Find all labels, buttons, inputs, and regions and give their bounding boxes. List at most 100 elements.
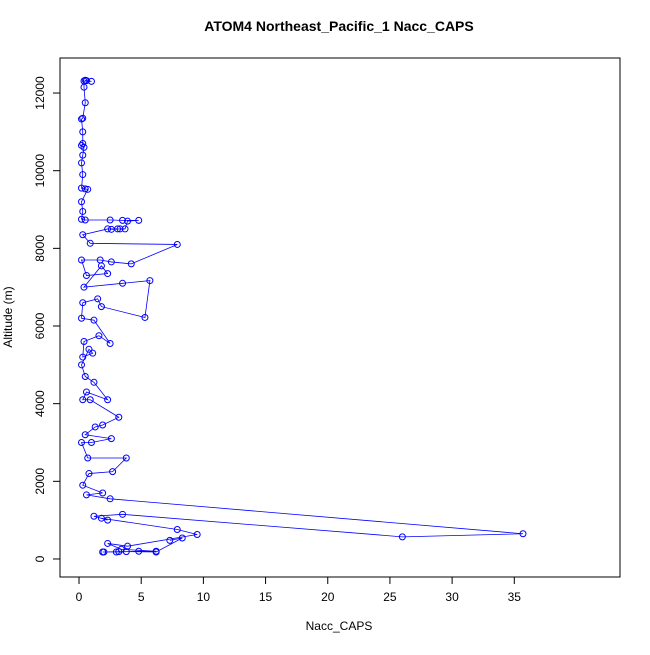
data-point xyxy=(97,262,105,270)
data-point xyxy=(97,514,105,522)
data-point xyxy=(82,272,90,280)
data-point xyxy=(81,185,89,193)
data-point xyxy=(519,530,527,538)
data-point xyxy=(81,99,89,107)
data-point xyxy=(79,114,87,122)
data-point xyxy=(90,512,98,520)
data-point xyxy=(78,215,86,223)
data-point xyxy=(90,378,98,386)
data-point xyxy=(79,151,87,159)
data-point xyxy=(135,547,143,555)
data-point xyxy=(166,536,174,544)
data-point xyxy=(124,217,132,225)
data-point xyxy=(78,115,86,123)
x-tick-label: 25 xyxy=(383,590,397,604)
data-point xyxy=(119,510,127,518)
x-axis-label: Nacc_CAPS xyxy=(306,619,373,633)
data-point xyxy=(78,159,86,167)
data-point xyxy=(94,295,102,303)
data-point xyxy=(78,314,86,322)
data-point xyxy=(121,225,129,233)
data-point xyxy=(81,216,89,224)
data-point xyxy=(86,239,94,247)
data-point xyxy=(80,283,88,291)
data-point xyxy=(79,481,87,489)
data-point xyxy=(109,468,117,476)
x-tick-label: 0 xyxy=(76,590,83,604)
data-point xyxy=(193,531,201,539)
data-point xyxy=(82,77,90,85)
y-axis-label: Altitude (m) xyxy=(1,286,15,347)
data-point xyxy=(81,372,89,380)
chart-title: ATOM4 Northeast_Pacific_1 Nacc_CAPS xyxy=(204,18,473,34)
data-point xyxy=(81,431,89,439)
data-point xyxy=(78,256,86,264)
x-tick-label: 20 xyxy=(321,590,335,604)
x-tick-label: 5 xyxy=(138,590,145,604)
plot-frame xyxy=(59,57,621,578)
data-point xyxy=(79,299,87,307)
data-point xyxy=(79,207,87,215)
data-point xyxy=(84,454,92,462)
data-point xyxy=(106,216,114,224)
x-tick-label: 10 xyxy=(197,590,211,604)
data-point xyxy=(122,548,130,556)
data-point xyxy=(141,313,149,321)
data-point xyxy=(79,128,87,136)
data-point xyxy=(95,332,103,340)
data-point xyxy=(78,438,86,446)
data-point xyxy=(87,77,95,85)
x-tick-label: 15 xyxy=(259,590,273,604)
series-line xyxy=(80,79,524,553)
data-point xyxy=(82,388,90,396)
data-point xyxy=(79,140,87,148)
data-point xyxy=(85,470,93,478)
data-point xyxy=(107,258,115,266)
data-point xyxy=(106,339,114,347)
data-point xyxy=(106,495,114,503)
data-point xyxy=(84,185,92,193)
data-point xyxy=(86,396,94,404)
data-point xyxy=(79,171,87,179)
data-point xyxy=(79,353,87,361)
y-tick-label: 4000 xyxy=(33,390,47,417)
y-tick-label: 10000 xyxy=(33,154,47,188)
data-point xyxy=(146,277,154,285)
x-tick-label: 35 xyxy=(508,590,522,604)
data-point xyxy=(152,548,160,556)
data-point xyxy=(115,413,123,421)
data-point xyxy=(127,260,135,268)
data-point xyxy=(104,539,112,547)
data-point xyxy=(173,525,181,533)
data-point xyxy=(104,270,112,278)
data-point xyxy=(79,231,87,239)
data-point xyxy=(99,489,107,497)
data-point xyxy=(85,345,93,353)
data-point xyxy=(173,240,181,248)
data-point xyxy=(78,198,86,206)
data-point xyxy=(119,279,127,287)
data-point xyxy=(114,225,122,233)
data-point xyxy=(79,396,87,404)
data-point xyxy=(107,435,115,443)
data-point xyxy=(119,216,127,224)
data-point xyxy=(80,338,88,346)
data-point xyxy=(87,438,95,446)
y-tick-label: 2000 xyxy=(33,468,47,495)
data-point xyxy=(90,316,98,324)
data-point xyxy=(104,396,112,404)
data-point xyxy=(135,216,143,224)
data-point xyxy=(100,548,108,556)
data-point xyxy=(99,421,107,429)
data-point xyxy=(89,349,97,357)
data-point xyxy=(178,534,186,542)
data-point xyxy=(91,423,99,431)
data-point xyxy=(104,516,112,524)
y-tick-label: 6000 xyxy=(33,312,47,339)
data-point xyxy=(112,548,120,556)
data-point xyxy=(80,143,88,151)
y-tick-label: 0 xyxy=(33,555,47,562)
data-point xyxy=(116,225,124,233)
